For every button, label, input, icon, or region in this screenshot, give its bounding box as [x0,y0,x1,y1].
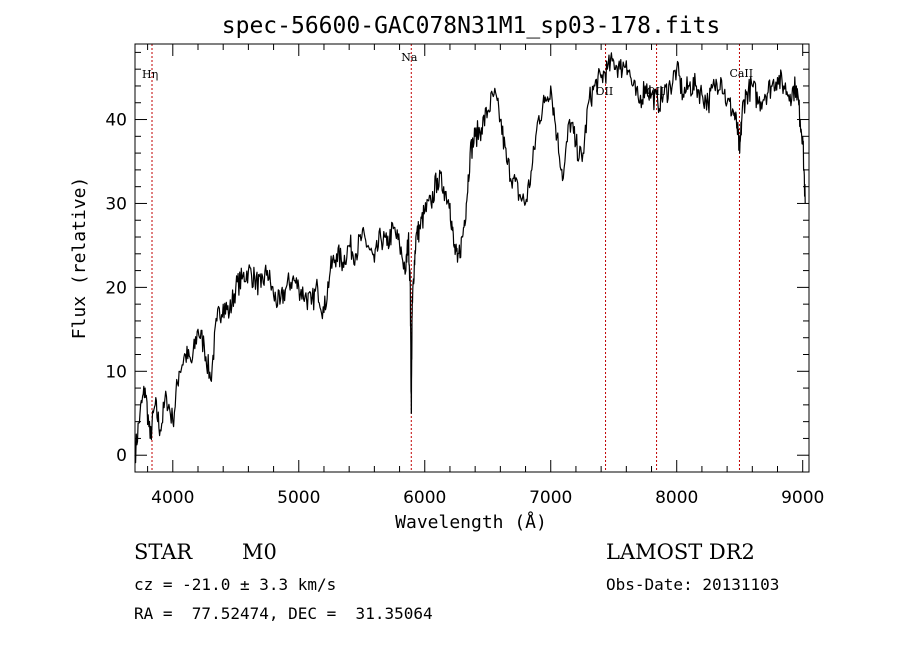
axis-ticks-group: 4000 5000 6000 7000 8000 9000 0 10 20 30 40 [105,44,824,508]
x-tick-label-0: 4000 [151,488,194,508]
y-tick-label-4: 40 [105,111,127,131]
cz-value: cz = -21.0 ± 3.3 km/s [134,575,337,594]
reference-line-label-0: Hη [142,68,158,81]
x-tick-label-3: 7000 [529,488,572,508]
coordinates: RA = 77.52474, DEC = 31.35064 [134,604,433,623]
y-tick-label-3: 30 [105,194,127,214]
reference-line-label-2: OII [596,85,614,98]
y-axis-label: Flux (relative) [69,177,90,340]
chart-title: spec-56600-GAC078N31M1_sp03-178.fits [222,13,721,39]
plot-frame [134,43,810,473]
y-tick-label-1: 10 [105,362,127,382]
x-tick-label-2: 6000 [403,488,446,508]
subclass-label: M0 [242,540,277,564]
x-tick-label-1: 5000 [277,488,320,508]
class-label: STAR [134,540,193,564]
x-axis-label: Wavelength (Å) [395,511,547,533]
y-tick-label-2: 20 [105,278,127,298]
reference-line-label-1: Na [401,51,418,64]
survey-label: LAMOST DR2 [606,540,755,564]
y-tick-label-0: 0 [116,446,127,466]
x-tick-label-5: 9000 [781,488,824,508]
spectrum-line [134,52,806,464]
x-tick-label-4: 8000 [655,488,698,508]
obs-date: Obs-Date: 20131103 [606,575,780,594]
reference-line-label-4: CaII [729,67,753,80]
